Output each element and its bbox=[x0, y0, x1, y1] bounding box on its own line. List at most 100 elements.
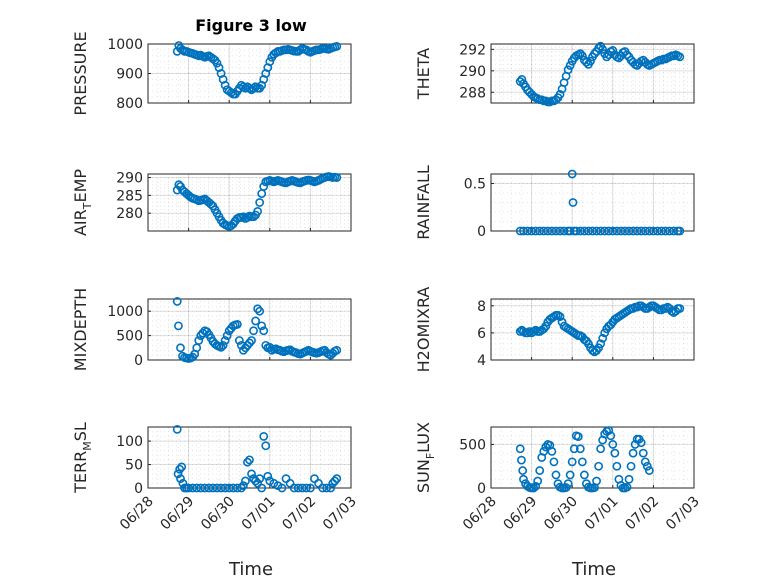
y-tick-label: 500 bbox=[116, 329, 143, 345]
data-point bbox=[239, 481, 248, 491]
data-point bbox=[175, 464, 185, 474]
data-point bbox=[624, 226, 634, 236]
data-point bbox=[563, 65, 573, 75]
data-point bbox=[622, 482, 632, 492]
x-axis-label-left: Time bbox=[228, 559, 273, 580]
data-point bbox=[549, 457, 559, 467]
x-tick-label: 06/30 bbox=[541, 494, 581, 534]
data-point bbox=[665, 226, 675, 236]
y-tick-label: 0.5 bbox=[464, 177, 486, 193]
data-point bbox=[555, 226, 565, 236]
data-point bbox=[644, 466, 654, 475]
data-point bbox=[596, 226, 606, 236]
y-axis-label: TERRMSL bbox=[71, 422, 94, 494]
data-point bbox=[592, 476, 601, 486]
data-point bbox=[657, 226, 666, 236]
data-point bbox=[322, 483, 332, 493]
y-axis-label: SUNFLUX bbox=[414, 422, 437, 493]
y-tick-label: 0 bbox=[134, 353, 143, 369]
data-point bbox=[253, 304, 263, 314]
data-point bbox=[588, 226, 597, 236]
x-tick-label: 06/30 bbox=[198, 494, 238, 534]
data-point bbox=[565, 470, 575, 480]
data-point bbox=[220, 80, 230, 90]
subplot-h2omixra: 4 6 8 H2OMIXRA bbox=[414, 287, 695, 372]
data-point bbox=[236, 483, 246, 493]
x-tick-label: 06/28 bbox=[117, 494, 157, 534]
data-point bbox=[224, 483, 234, 493]
data-point bbox=[318, 483, 327, 493]
data-point bbox=[293, 483, 303, 493]
data-point bbox=[517, 75, 527, 84]
data-point bbox=[255, 198, 265, 207]
data-point bbox=[257, 483, 267, 493]
data-point bbox=[265, 57, 275, 67]
data-point bbox=[628, 226, 638, 236]
data-point bbox=[245, 338, 254, 348]
data-point bbox=[642, 461, 652, 471]
y-tick-label: 900 bbox=[116, 67, 143, 83]
data-point bbox=[255, 306, 265, 316]
data-point bbox=[228, 483, 238, 493]
y-axis-label: AIRTEMP bbox=[71, 169, 94, 236]
data-point bbox=[577, 457, 587, 467]
y-tick-label: 6 bbox=[477, 326, 486, 342]
data-point bbox=[535, 466, 545, 475]
x-tick-label: 06/29 bbox=[501, 494, 541, 534]
data-point bbox=[624, 474, 634, 484]
data-point bbox=[551, 226, 561, 236]
data-point bbox=[555, 312, 565, 322]
data-point bbox=[259, 182, 269, 191]
data-point bbox=[253, 207, 263, 216]
data-point bbox=[531, 226, 541, 236]
data-point bbox=[263, 471, 273, 481]
data-point bbox=[519, 474, 528, 484]
data-point bbox=[608, 226, 618, 236]
data-point bbox=[200, 483, 210, 493]
subplot-rainfall: 0 0.5 RAINFALL bbox=[414, 165, 695, 240]
y-axis-label: RAINFALL bbox=[414, 165, 433, 240]
data-point bbox=[661, 226, 670, 236]
y-tick-label: 8 bbox=[477, 299, 486, 315]
data-point bbox=[295, 45, 305, 55]
data-point bbox=[249, 212, 258, 222]
data-point bbox=[594, 461, 603, 471]
data-point bbox=[573, 432, 583, 441]
data-point bbox=[249, 326, 258, 336]
data-point bbox=[649, 226, 658, 236]
data-point bbox=[247, 469, 256, 479]
data-point bbox=[626, 461, 636, 471]
data-point bbox=[257, 321, 267, 331]
y-axis-label: MIXDEPTH bbox=[71, 288, 90, 371]
data-point bbox=[602, 52, 612, 62]
data-point bbox=[539, 226, 549, 236]
data-point bbox=[579, 226, 589, 236]
subplot-pressure: 800 900 1000 PRESSURE bbox=[71, 31, 352, 116]
data-point bbox=[675, 304, 685, 313]
data-point bbox=[622, 50, 632, 60]
data-point bbox=[565, 61, 575, 70]
data-point bbox=[518, 466, 528, 475]
data-point bbox=[192, 483, 202, 493]
data-point bbox=[289, 483, 299, 493]
data-point bbox=[220, 483, 230, 493]
data-point bbox=[636, 438, 646, 448]
data-point bbox=[567, 169, 577, 179]
y-tick-label: 290 bbox=[116, 171, 143, 187]
data-point bbox=[241, 83, 250, 93]
data-point bbox=[523, 226, 532, 236]
data-point bbox=[614, 53, 624, 63]
data-point bbox=[575, 444, 585, 454]
data-point bbox=[547, 446, 557, 456]
data-point bbox=[632, 226, 642, 236]
data-point bbox=[297, 483, 307, 493]
data-point bbox=[177, 462, 187, 472]
data-point bbox=[547, 226, 557, 236]
data-point bbox=[600, 226, 610, 236]
data-point bbox=[519, 226, 528, 236]
y-tick-label: 0 bbox=[477, 481, 486, 497]
data-point bbox=[612, 226, 622, 236]
data-point bbox=[606, 431, 616, 441]
data-point bbox=[640, 226, 650, 236]
data-point bbox=[174, 321, 183, 331]
